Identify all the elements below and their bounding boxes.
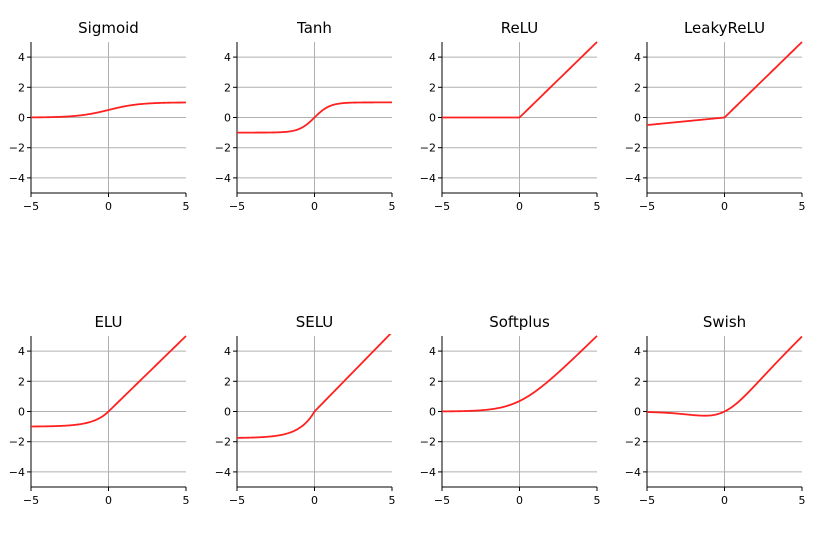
y-tick-label: −4 [625, 466, 641, 479]
y-tick-label: −4 [215, 466, 231, 479]
y-tick-label: 2 [224, 375, 231, 388]
y-tick-label: 2 [634, 81, 641, 94]
y-tick-label: 2 [634, 375, 641, 388]
y-tick-label: 4 [224, 51, 231, 64]
series-line-selu [237, 334, 392, 439]
y-tick-label: 0 [18, 406, 25, 419]
series-line-elu [31, 335, 187, 428]
y-tick-label: −2 [625, 436, 641, 449]
series-line-tanh [237, 101, 392, 134]
x-tick-label: 5 [594, 200, 601, 213]
y-tick-label: 2 [429, 375, 436, 388]
x-tick-label: 5 [183, 200, 190, 213]
y-tick-label: 2 [18, 375, 25, 388]
x-tick-label: −5 [639, 200, 655, 213]
y-tick-label: −2 [420, 142, 436, 155]
x-tick-label: 0 [105, 200, 112, 213]
series-line-softplus [442, 335, 598, 413]
y-tick-label: 2 [18, 81, 25, 94]
y-tick-label: −4 [625, 172, 641, 185]
x-tick-label: −5 [229, 494, 245, 507]
subplot-title: ReLU [501, 19, 539, 37]
x-tick-label: −5 [434, 200, 450, 213]
subplot-elu: ELU 4 2 0 −2 −4 −5 0 5 [9, 313, 190, 507]
subplot-title: SELU [296, 313, 334, 331]
y-tick-label: 4 [18, 51, 25, 64]
y-tick-label: −4 [9, 172, 25, 185]
series-line-leakyrelu [647, 41, 803, 126]
y-tick-label: −2 [9, 142, 25, 155]
x-tick-label: 0 [721, 494, 728, 507]
y-tick-label: 2 [224, 81, 231, 94]
subplot-title: Tanh [296, 19, 332, 37]
subplot-softplus: Softplus 4 2 0 −2 −4 −5 0 5 [420, 313, 601, 507]
x-tick-label: 5 [183, 494, 190, 507]
x-tick-label: 5 [594, 494, 601, 507]
y-tick-label: −4 [9, 466, 25, 479]
y-tick-label: 0 [634, 406, 641, 419]
subplot-title: Softplus [489, 313, 550, 331]
subplot-title: LeakyReLU [684, 19, 765, 37]
y-tick-label: −2 [215, 436, 231, 449]
x-tick-label: −5 [229, 200, 245, 213]
x-tick-label: 5 [799, 200, 806, 213]
y-tick-label: 0 [429, 112, 436, 125]
y-tick-label: 2 [429, 81, 436, 94]
y-tick-label: 4 [224, 345, 231, 358]
x-tick-label: 0 [516, 494, 523, 507]
y-tick-label: 4 [429, 51, 436, 64]
subplot-swish: Swish 4 2 0 −2 −4 −5 0 5 [625, 313, 806, 507]
x-tick-label: −5 [639, 494, 655, 507]
x-tick-label: 5 [389, 200, 396, 213]
x-tick-label: 0 [311, 494, 318, 507]
y-tick-label: −4 [420, 466, 436, 479]
x-tick-label: 5 [799, 494, 806, 507]
y-tick-label: −2 [215, 142, 231, 155]
subplot-tanh: Tanh 4 2 0 −2 −4 −5 0 5 [215, 19, 396, 213]
series-line-swish [647, 335, 803, 417]
y-tick-label: 4 [18, 345, 25, 358]
x-tick-label: 0 [516, 200, 523, 213]
y-tick-label: 0 [224, 112, 231, 125]
y-tick-label: −2 [625, 142, 641, 155]
series-line-sigmoid [31, 101, 187, 119]
y-tick-label: 4 [634, 345, 641, 358]
series-line-relu [442, 41, 598, 119]
y-tick-label: 0 [429, 406, 436, 419]
y-tick-label: −4 [215, 172, 231, 185]
y-tick-label: 0 [224, 406, 231, 419]
x-tick-label: −5 [434, 494, 450, 507]
subplot-title: Swish [703, 313, 746, 331]
subplot-selu: SELU 4 2 0 −2 −4 −5 0 5 [215, 313, 396, 507]
y-tick-label: 0 [18, 112, 25, 125]
y-tick-label: −4 [420, 172, 436, 185]
y-tick-label: 4 [429, 345, 436, 358]
x-tick-label: 0 [311, 200, 318, 213]
x-tick-label: −5 [23, 494, 39, 507]
x-tick-label: 5 [389, 494, 396, 507]
x-tick-label: 0 [721, 200, 728, 213]
subplot-relu: ReLU 4 2 0 −2 −4 −5 0 5 [420, 19, 601, 213]
subplot-title: Sigmoid [78, 19, 139, 37]
y-tick-label: −2 [9, 436, 25, 449]
subplot-title: ELU [94, 313, 122, 331]
subplot-leakyrelu: LeakyReLU 4 2 0 −2 −4 −5 0 5 [625, 19, 806, 213]
y-tick-label: −2 [420, 436, 436, 449]
y-tick-label: 4 [634, 51, 641, 64]
x-tick-label: 0 [105, 494, 112, 507]
y-tick-label: 0 [634, 112, 641, 125]
x-tick-label: −5 [23, 200, 39, 213]
subplot-sigmoid: Sigmoid 4 2 0 −2 −4 −5 0 5 [9, 19, 190, 213]
